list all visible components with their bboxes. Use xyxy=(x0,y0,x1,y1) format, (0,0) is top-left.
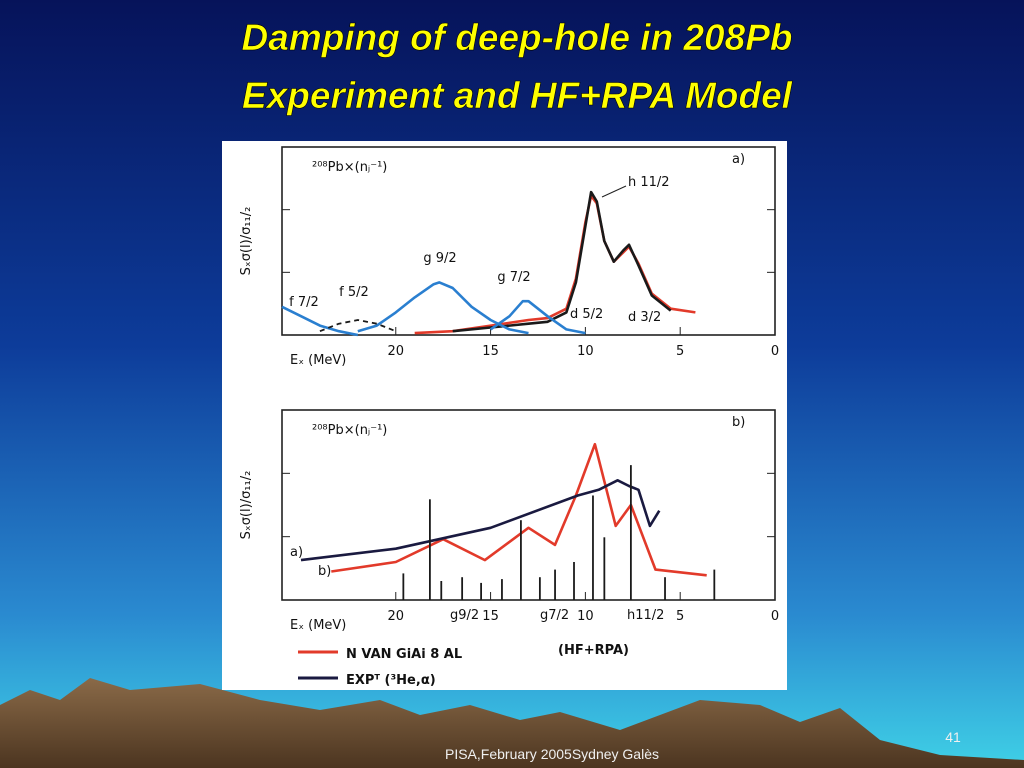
slide-title: Experiment and HF+RPA Model xyxy=(242,75,793,116)
curve xyxy=(300,479,661,562)
annotation: g9/2 xyxy=(450,608,479,623)
panel-subtitle: ²⁰⁸Pb×(nⱼ⁻¹) xyxy=(312,160,387,175)
curve-label: g 9/2 xyxy=(423,251,456,266)
annotation: d 5/2 xyxy=(570,307,603,322)
annotation: g7/2 xyxy=(540,608,569,623)
panel-subtitle: ²⁰⁸Pb×(nⱼ⁻¹) xyxy=(312,423,387,438)
annotation: d 3/2 xyxy=(628,310,661,325)
curve xyxy=(452,190,672,333)
figure xyxy=(222,141,787,690)
plot-frame xyxy=(281,146,776,336)
y-axis-label: Sₓσ(l)/σ₁₁/₂ xyxy=(239,207,254,276)
annotation-arrow xyxy=(601,185,627,198)
x-tick-label: 0 xyxy=(771,344,779,359)
x-axis-label: Eₓ (MeV) xyxy=(290,353,346,368)
curve xyxy=(281,305,359,337)
annotation: b) xyxy=(318,564,331,579)
curve-label: f 7/2 xyxy=(289,295,319,310)
curve-label: g 7/2 xyxy=(497,270,530,285)
curve xyxy=(357,281,529,335)
legend-label: N VAN GiAi 8 AL xyxy=(346,647,462,662)
slide-title: Damping of deep-hole in 208Pb xyxy=(242,17,793,58)
annotation: a) xyxy=(290,545,303,560)
curve xyxy=(331,442,707,577)
annotation: h11/2 xyxy=(627,608,664,623)
x-tick-label: 10 xyxy=(577,344,594,359)
x-tick-label: 15 xyxy=(482,609,499,624)
x-axis-label: Eₓ (MeV) xyxy=(290,618,346,633)
x-tick-label: 20 xyxy=(387,609,404,624)
x-tick-label: 5 xyxy=(676,344,684,359)
legend-note: (HF+RPA) xyxy=(558,643,629,658)
mountains xyxy=(0,678,1024,768)
curve xyxy=(489,299,586,335)
footer: PISA,February 2005Sydney Galès xyxy=(445,746,659,762)
annotation: h 11/2 xyxy=(628,175,670,190)
legend-label: EXPᵀ (³He,α) xyxy=(346,673,436,688)
x-tick-label: 10 xyxy=(577,609,594,624)
x-tick-label: 5 xyxy=(676,609,684,624)
panel-label: a) xyxy=(732,152,745,167)
plot-frame xyxy=(281,409,776,601)
y-axis-label: Sₓσ(l)/σ₁₁/₂ xyxy=(239,471,254,540)
curve-label: f 5/2 xyxy=(339,285,369,300)
page-number: 41 xyxy=(945,729,961,745)
x-tick-label: 0 xyxy=(771,609,779,624)
x-tick-label: 20 xyxy=(387,344,404,359)
x-tick-label: 15 xyxy=(482,344,499,359)
panel-label: b) xyxy=(732,415,745,430)
curve xyxy=(319,319,397,333)
